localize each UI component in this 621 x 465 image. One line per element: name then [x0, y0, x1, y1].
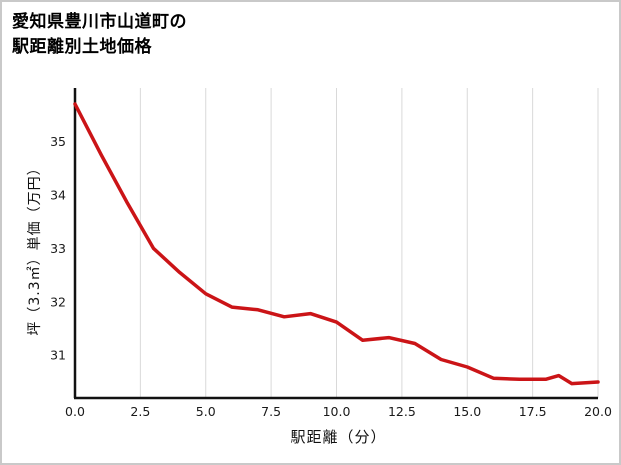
x-axis-label: 駅距離（分） — [290, 428, 387, 446]
x-tick-label: 20.0 — [584, 404, 612, 419]
x-tick-label: 10.0 — [323, 404, 351, 419]
chart-title-line1: 愛知県豊川市山道町の — [12, 12, 187, 32]
y-tick-label: 33 — [50, 241, 66, 256]
y-tick-label: 34 — [50, 187, 66, 202]
x-tick-label: 0.0 — [65, 404, 85, 419]
x-tick-label: 2.5 — [130, 404, 150, 419]
x-tick-label: 7.5 — [261, 404, 281, 419]
x-tick-label: 12.5 — [388, 404, 416, 419]
y-tick-label: 32 — [50, 294, 66, 309]
y-tick-label: 35 — [50, 134, 66, 149]
x-tick-label: 5.0 — [196, 404, 216, 419]
chart-title: 愛知県豊川市山道町の 駅距離別土地価格 — [12, 10, 187, 59]
x-tick-label: 15.0 — [453, 404, 481, 419]
y-tick-label: 31 — [50, 348, 66, 363]
chart-title-line2: 駅距離別土地価格 — [12, 36, 152, 57]
price-line — [73, 102, 600, 386]
x-tick-label: 17.5 — [519, 404, 547, 419]
